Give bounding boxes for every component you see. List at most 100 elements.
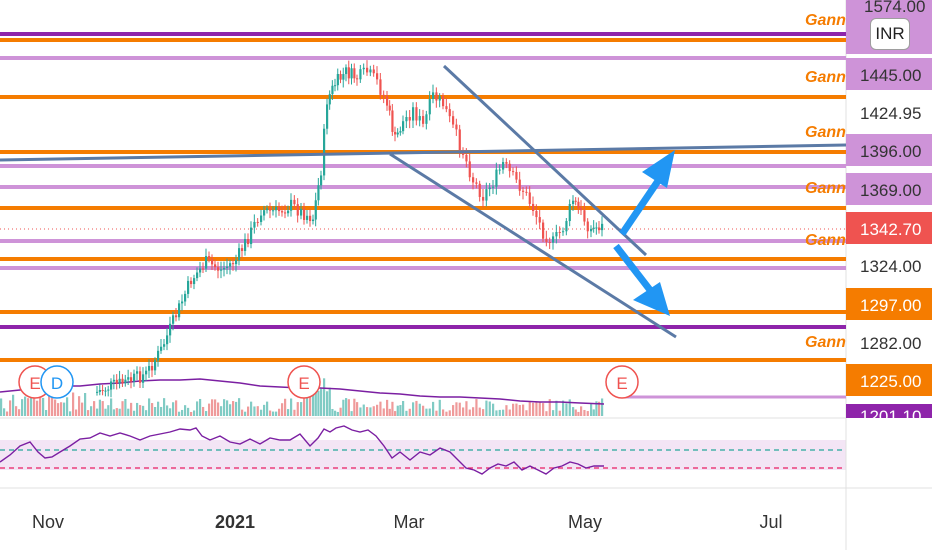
candle-body	[502, 162, 505, 170]
candle-body	[342, 74, 345, 80]
volume-bar	[342, 399, 345, 416]
candle-body	[388, 105, 391, 111]
candle-body	[458, 129, 461, 151]
volume-bar	[485, 400, 488, 416]
volume-bar	[590, 403, 593, 416]
volume-bar	[366, 407, 369, 416]
candle-body	[145, 370, 148, 375]
candle-body	[121, 378, 124, 384]
candle-body	[175, 315, 178, 318]
candle-body	[326, 104, 329, 129]
candle-body	[555, 232, 558, 237]
volume-bar	[399, 405, 402, 416]
price-tag-1225	[846, 364, 932, 396]
volume-bar	[331, 408, 334, 416]
candle-body	[250, 227, 253, 245]
candle-body	[438, 96, 441, 101]
candle-body	[269, 208, 272, 211]
volume-bar	[223, 399, 226, 416]
volume-bar	[269, 410, 272, 416]
event-marker-d[interactable]: D	[40, 365, 74, 399]
candle-body	[229, 263, 232, 267]
candle-body	[272, 210, 275, 212]
price-tick-1424: 1424.95	[860, 104, 921, 123]
volume-bar	[548, 399, 551, 416]
price-tick-1396: 1396.00	[860, 142, 921, 161]
candle-body	[256, 221, 259, 223]
candle-body	[586, 221, 589, 232]
candle-body	[293, 199, 296, 205]
volume-bar	[211, 399, 214, 416]
volume-bar	[488, 401, 491, 416]
volume-bar	[515, 403, 518, 416]
volume-bar	[166, 405, 169, 416]
currency-badge[interactable]: INR	[870, 18, 910, 50]
arrow-up-shaft	[619, 176, 663, 236]
candle-body	[241, 248, 244, 252]
volume-bar	[568, 399, 571, 416]
gann-label-1574: Gann	[805, 12, 846, 29]
volume-bar	[275, 411, 278, 416]
candle-body	[528, 192, 531, 204]
volume-bar	[405, 410, 408, 416]
volume-bar	[0, 398, 3, 416]
candle-body	[306, 215, 309, 220]
volume-bar	[136, 402, 139, 416]
candle-body	[214, 264, 217, 268]
candle-body	[580, 207, 583, 211]
volume-bar	[428, 408, 431, 416]
event-marker-e-3[interactable]: E	[605, 365, 639, 399]
candle-body	[266, 208, 269, 211]
volume-bar	[175, 400, 178, 416]
volume-bar	[157, 401, 160, 416]
volume-bar	[145, 410, 148, 416]
volume-bar	[121, 401, 124, 416]
candle-body	[287, 210, 290, 214]
candle-body	[568, 204, 571, 222]
volume-bar	[93, 401, 96, 416]
volume-bar	[75, 409, 78, 416]
candle-body	[223, 267, 226, 270]
volume-bar	[353, 398, 356, 416]
volume-bar	[57, 403, 60, 416]
volume-bar	[148, 398, 151, 416]
volume-bar	[465, 401, 468, 416]
volume-bar	[27, 398, 30, 416]
arrow-down-shaft	[613, 243, 653, 293]
volume-bar	[110, 398, 113, 416]
price-tag-1445	[846, 58, 932, 90]
volume-bar	[475, 399, 478, 416]
price-tag-1396	[846, 134, 932, 166]
candle-body	[163, 344, 166, 347]
candle-body	[545, 238, 548, 243]
volume-bar	[455, 402, 458, 416]
volume-bar	[415, 400, 418, 416]
candle-body	[445, 106, 448, 110]
volume-bar	[422, 405, 425, 416]
candle-body	[408, 117, 411, 121]
candle-body	[193, 278, 196, 285]
volume-bar	[154, 406, 157, 416]
volume-bar	[196, 401, 199, 416]
volume-bar	[542, 403, 545, 416]
event-marker-e-2[interactable]: E	[287, 365, 321, 399]
candle-body	[498, 169, 501, 171]
candle-body	[394, 131, 397, 135]
volume-bar	[63, 402, 66, 416]
volume-bar	[334, 410, 337, 416]
volume-bar	[15, 406, 18, 416]
candle-body	[336, 74, 339, 86]
time-tick-mar: Mar	[394, 512, 425, 532]
candle-body	[359, 69, 362, 80]
candle-body	[399, 131, 402, 133]
candle-body	[217, 267, 220, 271]
candle-body	[98, 390, 101, 392]
volume-bar	[21, 399, 24, 416]
candle-body	[595, 227, 598, 229]
candle-body	[515, 171, 518, 180]
candle-body	[202, 268, 205, 270]
candle-body	[260, 215, 263, 222]
volume-bar	[572, 407, 575, 416]
price-tick-1369: 1369.00	[860, 181, 921, 200]
trend-channel	[0, 64, 847, 339]
